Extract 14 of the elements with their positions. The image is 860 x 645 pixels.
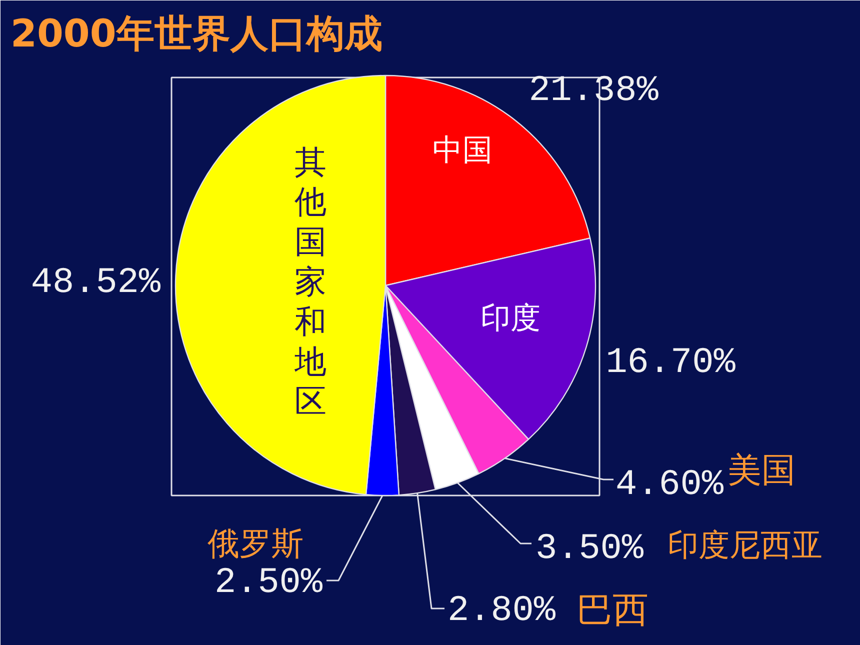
data-label: 2.80%	[448, 590, 556, 631]
chart-title: 2000年世界人口构成	[10, 12, 382, 56]
slice-label: 其他国家和地区	[294, 142, 326, 420]
slice-label: 俄罗斯	[208, 524, 304, 562]
data-label: 48.52%	[30, 262, 161, 303]
data-label: 4.60%	[616, 464, 724, 505]
slice-label: 印度尼西亚	[668, 528, 822, 564]
slice-label: 印度	[480, 301, 540, 336]
data-label: 16.70%	[606, 342, 736, 383]
data-label: 2.50%	[214, 562, 323, 603]
slice-label: 中国	[432, 133, 492, 168]
data-label: 3.50%	[536, 528, 644, 569]
slice-label: 巴西	[576, 590, 648, 631]
slice-label: 美国	[728, 450, 796, 490]
